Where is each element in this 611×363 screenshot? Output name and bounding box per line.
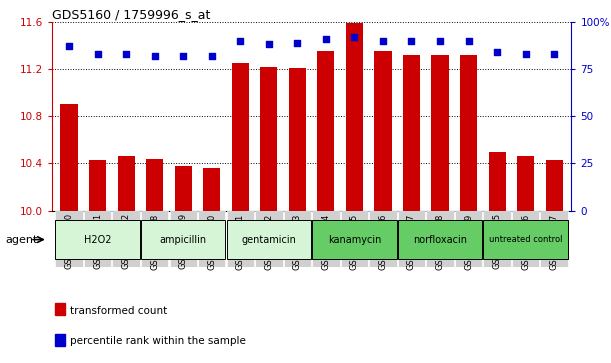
- Text: percentile rank within the sample: percentile rank within the sample: [70, 337, 246, 346]
- Bar: [56, 211, 82, 267]
- Text: ampicillin: ampicillin: [159, 234, 207, 245]
- Text: GSM1356328: GSM1356328: [150, 213, 159, 270]
- Bar: [141, 211, 169, 267]
- Point: [64, 44, 74, 49]
- Point: [293, 40, 302, 45]
- Point: [207, 53, 217, 59]
- Text: norfloxacin: norfloxacin: [413, 234, 467, 245]
- Bar: [203, 168, 221, 211]
- Text: H2O2: H2O2: [84, 234, 111, 245]
- Bar: [54, 334, 65, 346]
- Bar: [541, 211, 568, 267]
- Point: [321, 36, 331, 42]
- Bar: [455, 211, 482, 267]
- Bar: [56, 220, 140, 259]
- Text: GDS5160 / 1759996_s_at: GDS5160 / 1759996_s_at: [52, 8, 210, 21]
- Point: [492, 49, 502, 55]
- Text: untreated control: untreated control: [489, 235, 562, 244]
- Bar: [398, 211, 425, 267]
- Bar: [227, 220, 311, 259]
- Bar: [284, 211, 311, 267]
- Text: kanamycin: kanamycin: [327, 234, 381, 245]
- Bar: [260, 66, 277, 211]
- Bar: [117, 156, 134, 211]
- Bar: [369, 211, 397, 267]
- Point: [435, 38, 445, 44]
- Text: GSM1356337: GSM1356337: [407, 213, 416, 270]
- Text: GSM1356341: GSM1356341: [93, 213, 102, 269]
- Point: [521, 51, 530, 57]
- Text: GSM1356339: GSM1356339: [464, 213, 473, 270]
- Text: GSM1356327: GSM1356327: [550, 213, 558, 270]
- Text: agent: agent: [5, 234, 37, 245]
- Bar: [431, 55, 448, 211]
- Bar: [169, 211, 197, 267]
- Point: [464, 38, 474, 44]
- Text: GSM1356326: GSM1356326: [521, 213, 530, 270]
- Bar: [227, 211, 254, 267]
- Point: [349, 34, 359, 40]
- Bar: [112, 211, 140, 267]
- Text: GSM1356335: GSM1356335: [350, 213, 359, 270]
- Text: GSM1356336: GSM1356336: [378, 213, 387, 270]
- Point: [150, 53, 159, 59]
- Text: GSM1356338: GSM1356338: [436, 213, 445, 270]
- Bar: [512, 211, 540, 267]
- Bar: [346, 23, 363, 211]
- Point: [378, 38, 388, 44]
- Bar: [146, 159, 163, 211]
- Text: GSM1356333: GSM1356333: [293, 213, 302, 270]
- Text: gentamicin: gentamicin: [241, 234, 296, 245]
- Bar: [84, 211, 111, 267]
- Bar: [60, 104, 78, 211]
- Bar: [232, 63, 249, 211]
- Text: GSM1356329: GSM1356329: [178, 213, 188, 269]
- Point: [121, 51, 131, 57]
- Bar: [517, 156, 534, 211]
- Bar: [54, 303, 65, 315]
- Bar: [483, 211, 511, 267]
- Bar: [341, 211, 368, 267]
- Text: GSM1356332: GSM1356332: [265, 213, 273, 270]
- Text: GSM1356334: GSM1356334: [321, 213, 331, 270]
- Point: [406, 38, 416, 44]
- Point: [235, 38, 245, 44]
- Point: [264, 41, 274, 47]
- Bar: [546, 160, 563, 211]
- Bar: [426, 211, 454, 267]
- Bar: [375, 51, 392, 211]
- Text: transformed count: transformed count: [70, 306, 167, 316]
- Text: GSM1356331: GSM1356331: [236, 213, 245, 270]
- Bar: [141, 220, 225, 259]
- Bar: [89, 160, 106, 211]
- Bar: [403, 55, 420, 211]
- Point: [549, 51, 559, 57]
- Bar: [398, 220, 482, 259]
- Point: [178, 53, 188, 59]
- Bar: [317, 51, 334, 211]
- Bar: [312, 211, 340, 267]
- Point: [93, 51, 103, 57]
- Bar: [175, 166, 192, 211]
- Bar: [198, 211, 225, 267]
- Bar: [312, 220, 397, 259]
- Text: GSM1356342: GSM1356342: [122, 213, 131, 269]
- Bar: [489, 151, 506, 211]
- Bar: [255, 211, 282, 267]
- Text: GSM1356325: GSM1356325: [492, 213, 502, 269]
- Bar: [483, 220, 568, 259]
- Bar: [289, 68, 306, 211]
- Bar: [460, 55, 477, 211]
- Text: GSM1356340: GSM1356340: [65, 213, 73, 269]
- Text: GSM1356330: GSM1356330: [207, 213, 216, 270]
